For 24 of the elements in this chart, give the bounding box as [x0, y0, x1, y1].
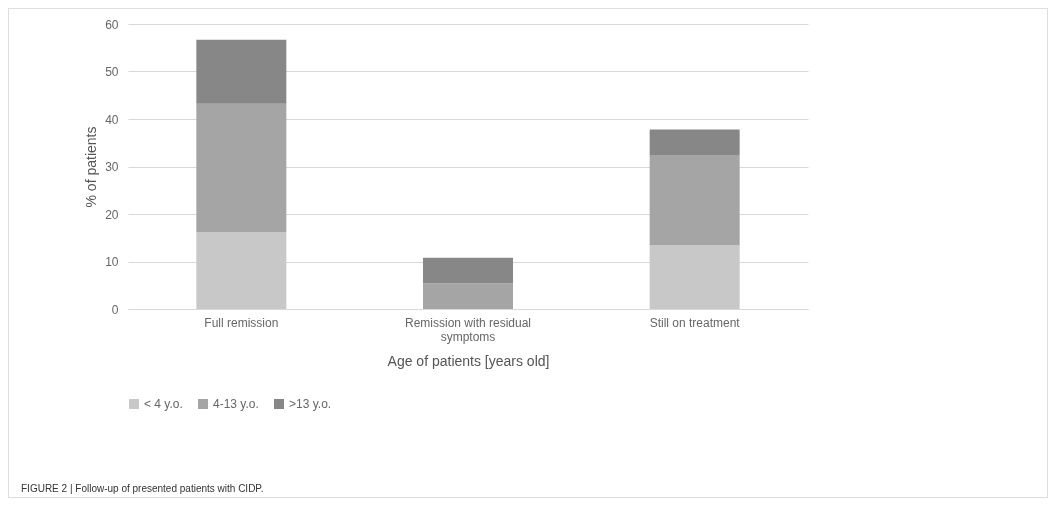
bar [649, 244, 740, 309]
x-tick-label: Remission with residual symptoms [404, 315, 532, 344]
x-axis-title: Age of patients [years old] [387, 352, 550, 369]
bar [649, 155, 740, 245]
bar [649, 129, 740, 156]
x-tick-label: Full remission [204, 315, 279, 330]
bar [423, 283, 513, 309]
y-tick-label: 10 [105, 255, 119, 269]
bar [196, 39, 287, 104]
x-tick-label: Still on treatment [649, 315, 741, 330]
y-tick-label: 40 [105, 112, 119, 127]
y-axis-title: % of patients [83, 126, 100, 208]
caption: FIGURE 2 | Follow-up of presented patients with CIDP. [21, 483, 264, 494]
y-tick-label: 60 [105, 17, 119, 32]
bar [423, 257, 513, 284]
y-tick-label: 20 [105, 207, 119, 222]
legend-label: < 4 y.o. [144, 397, 183, 411]
legend-label: 4-13 y.o. [213, 397, 259, 411]
legend-label: >13 y.o. [289, 397, 332, 411]
y-tick-label: 30 [105, 160, 119, 174]
y-tick-label: 50 [105, 65, 119, 79]
bar [196, 232, 287, 309]
bar [196, 103, 287, 233]
y-tick-label: 0 [111, 302, 119, 317]
